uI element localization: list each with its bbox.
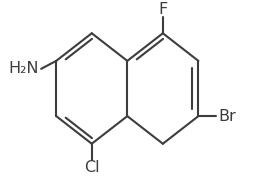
Text: Br: Br (218, 109, 236, 124)
Text: Cl: Cl (84, 161, 99, 175)
Text: H₂N: H₂N (8, 61, 39, 76)
Text: F: F (158, 2, 168, 16)
